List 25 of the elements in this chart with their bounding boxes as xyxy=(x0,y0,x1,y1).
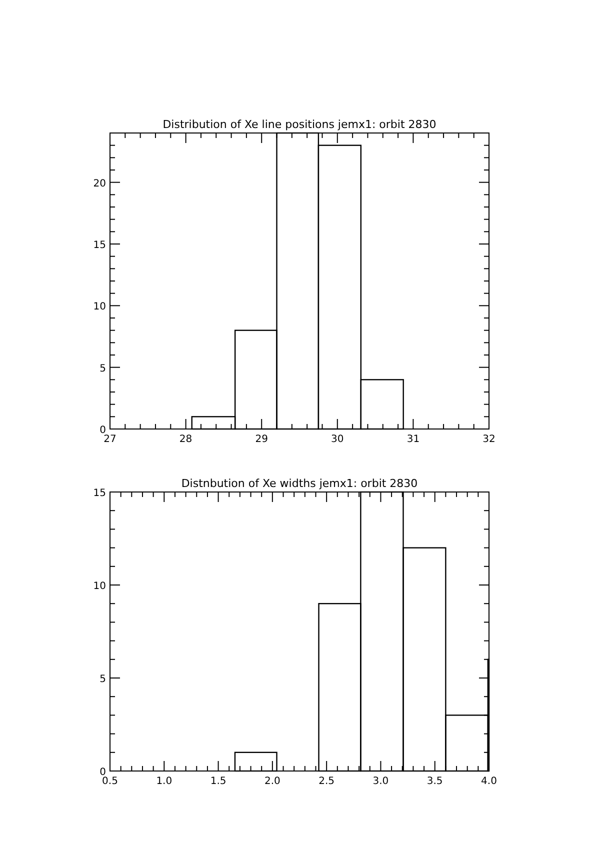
x-tick-label: 2.0 xyxy=(264,776,280,787)
x-tick-label: 31 xyxy=(406,434,420,445)
x-tick-label: 4.0 xyxy=(481,776,497,787)
x-tick-label: 3.5 xyxy=(426,776,443,787)
x-tick-label: 30 xyxy=(331,434,344,445)
y-tick-label: 0 xyxy=(100,767,106,778)
y-tick-label: 15 xyxy=(93,240,106,251)
y-tick-label: 10 xyxy=(93,302,106,313)
x-tick-label: 1.5 xyxy=(210,776,226,787)
x-tick-label: 1.0 xyxy=(156,776,172,787)
y-tick-label: 0 xyxy=(100,425,106,436)
y-tick-label: 5 xyxy=(100,363,106,374)
x-tick-label: 27 xyxy=(104,434,116,445)
x-tick-label: 3.0 xyxy=(372,776,389,787)
x-tick-label: 29 xyxy=(255,434,268,445)
x-tick-label: 0.5 xyxy=(102,776,118,787)
y-tick-label: 20 xyxy=(93,178,106,190)
chart-title: Distnbution of Xe widths jemx1: orbit 2830 xyxy=(181,477,418,490)
x-tick-label: 2.5 xyxy=(318,776,335,787)
x-tick-label: 32 xyxy=(482,434,496,445)
y-tick-label: 5 xyxy=(100,674,106,685)
y-tick-label: 10 xyxy=(93,581,106,592)
y-tick-label: 15 xyxy=(93,488,106,499)
x-tick-label: 28 xyxy=(179,434,192,445)
chart-title: Distribution of Xe line positions jemx1: orbit 2830 xyxy=(162,118,436,131)
